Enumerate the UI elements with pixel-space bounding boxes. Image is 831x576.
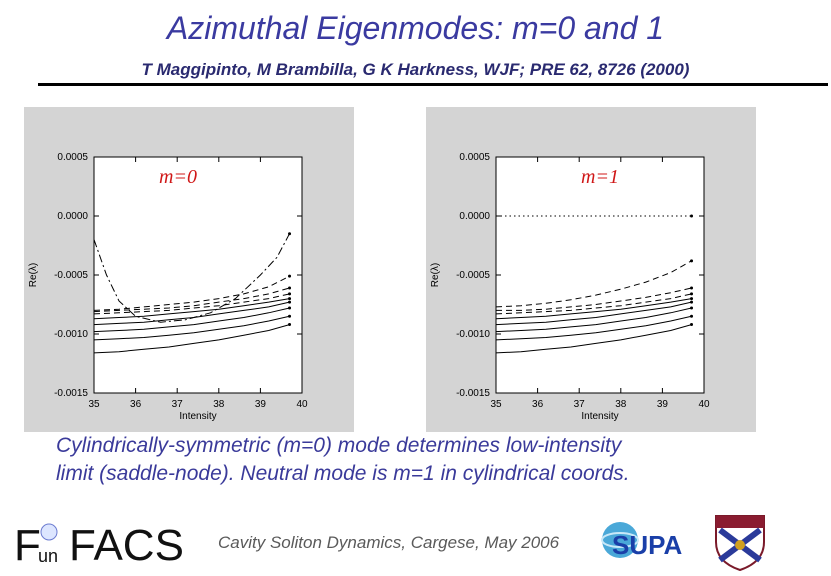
series-line — [495, 315, 692, 341]
y-tick-label: -0.0015 — [54, 388, 88, 399]
series-line — [93, 324, 290, 354]
series-line — [93, 233, 290, 323]
funfacs-logo: F un FACS — [14, 521, 184, 568]
chart-panel-m1: 35 36 37 38 39 40 0.0005 0.0000 -0.0005 -0.0010 -0… — [426, 107, 756, 432]
panel-label: m=0 — [159, 166, 197, 188]
supa-logo-text: SUPA — [612, 530, 683, 560]
caption-line-2: limit (saddle-node). Neutral mode is m=1… — [56, 462, 630, 485]
series-line — [93, 287, 290, 313]
series-line — [495, 324, 692, 354]
series-end-point — [690, 323, 694, 327]
series-end-point — [690, 314, 694, 318]
y-tick-label: -0.0005 — [456, 270, 490, 281]
series-line — [93, 315, 290, 341]
series-line — [495, 298, 692, 320]
series-line — [93, 293, 290, 315]
series-end-point — [288, 297, 292, 301]
series-end-point — [288, 232, 292, 236]
series-end-point — [690, 292, 694, 296]
x-tick-label: 40 — [296, 399, 308, 410]
x-tick-label: 38 — [213, 399, 225, 410]
series-end-point — [288, 300, 292, 304]
y-axis-label: Re(λ) — [28, 263, 39, 287]
caption-line-1: Cylindrically-symmetric (m=0) mode deter… — [56, 434, 622, 457]
y-tick-label: 0.0005 — [459, 152, 490, 163]
x-tick-label: 36 — [532, 399, 544, 410]
y-tick-label: -0.0005 — [54, 270, 88, 281]
series-end-point — [288, 306, 292, 310]
series-end-point — [690, 306, 694, 310]
x-tick-label: 39 — [657, 399, 669, 410]
x-tick-label: 36 — [130, 399, 142, 410]
supa-logo: SUPA — [601, 522, 683, 560]
supa-globe-icon — [602, 522, 638, 558]
series-end-point — [690, 300, 694, 304]
series-end-point — [690, 286, 694, 290]
chart-panel-m0: 35 36 37 38 39 40 0.0005 0.0000 -0.0005 -0.0010 -0… — [24, 107, 354, 432]
funfacs-logo-un: un — [38, 546, 58, 566]
x-axis-label: Intensity — [179, 411, 216, 422]
series-line — [495, 301, 692, 326]
x-tick-label: 37 — [574, 399, 586, 410]
x-tick-label: 35 — [88, 399, 100, 410]
series-line — [495, 307, 692, 333]
series-line — [93, 307, 290, 333]
x-tick-label: 38 — [615, 399, 627, 410]
plot-area — [495, 156, 705, 394]
y-axis-label: Re(λ) — [430, 263, 441, 287]
header-rule — [38, 83, 828, 86]
y-tick-label: -0.0015 — [456, 388, 490, 399]
caption: Cylindrically-symmetric (m=0) mode deter… — [56, 432, 816, 488]
y-tick-label: 0.0005 — [57, 152, 88, 163]
series-line — [496, 287, 692, 311]
funfacs-logo-facs: FACS — [69, 521, 184, 568]
eigenmode-chart-m0: 35 36 37 38 39 40 0.0005 0.0000 -0.0005 -0.0010 -0… — [28, 152, 308, 422]
university-shield-icon — [715, 515, 765, 572]
x-tick-label: 40 — [698, 399, 710, 410]
y-tick-label: 0.0000 — [57, 211, 88, 222]
x-tick-label: 39 — [255, 399, 267, 410]
series-end-point — [690, 297, 694, 301]
funfacs-logo-f: F — [14, 521, 41, 568]
x-tick-label: 37 — [172, 399, 184, 410]
series-end-point — [690, 259, 694, 263]
series-line — [495, 260, 692, 308]
x-tick-label: 35 — [490, 399, 502, 410]
plot-area — [93, 156, 303, 394]
funfacs-face-icon — [40, 523, 58, 541]
authors-reference: T Maggipinto, M Brambilla, G K Harkness,… — [141, 60, 690, 79]
series-line — [93, 298, 290, 320]
series-end-point — [288, 292, 292, 296]
series-line — [495, 293, 692, 315]
conference-footer: Cavity Soliton Dynamics, Cargese, May 20… — [218, 533, 560, 552]
x-axis-label: Intensity — [581, 411, 618, 422]
series-end-point — [288, 286, 292, 290]
panel-label: m=1 — [581, 166, 619, 188]
series-end-point — [288, 314, 292, 318]
series-end-point — [288, 274, 292, 278]
slide-title: Azimuthal Eigenmodes: m=0 and 1 — [166, 10, 665, 46]
series-end-point — [288, 323, 292, 327]
series-end-point — [690, 214, 694, 218]
eigenmode-chart-m1: 35 36 37 38 39 40 0.0005 0.0000 -0.0005 -0.0010 -0… — [430, 152, 710, 422]
y-tick-label: 0.0000 — [459, 211, 490, 222]
y-tick-label: -0.0010 — [54, 329, 88, 340]
series-line — [93, 275, 290, 311]
y-tick-label: -0.0010 — [456, 329, 490, 340]
